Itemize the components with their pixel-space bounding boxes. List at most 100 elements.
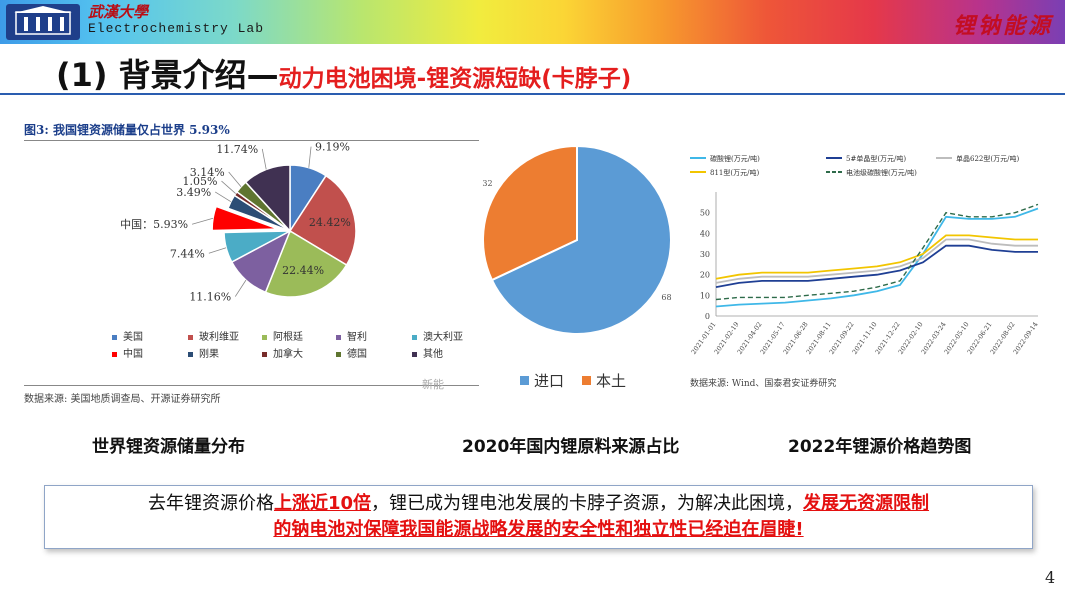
figure3-bottom-rule <box>24 385 479 386</box>
legend-item-5: 中国 <box>112 345 143 360</box>
legend-label-6: 刚果 <box>199 349 219 360</box>
import-legend-label-1: 本土 <box>596 372 626 390</box>
price-ytick-3: 30 <box>700 250 710 259</box>
legend-item-2: 阿根廷 <box>262 328 303 343</box>
conclusion-callout: 去年锂资源价格上涨近10倍，锂已成为锂电池发展的卡脖子资源，为解决此困境，发展无… <box>44 485 1033 549</box>
title-sub: 动力电池困境-锂资源短缺(卡脖子) <box>278 66 632 92</box>
pie-label-5: 中国：5.93% <box>120 218 188 231</box>
logo-en: Electrochemistry Lab <box>88 21 265 36</box>
price-trend-line-chart: 碳酸锂(万元/吨) 5#单晶型(万元/吨) 单晶622型(万元/吨) 811型(万元/… <box>690 154 1040 356</box>
import-legend-label-0: 进口 <box>534 372 564 390</box>
pie-leader-9 <box>261 148 267 170</box>
page-number: 4 <box>1045 568 1056 587</box>
legend-label-0: 美国 <box>123 332 143 343</box>
callout-text: 去年锂资源价格上涨近10倍，锂已成为锂电池发展的卡脖子资源，为解决此困境，发展无… <box>45 491 1032 543</box>
pie-label-2: 22.44% <box>282 264 324 277</box>
pie-slice-4 <box>223 230 291 264</box>
price-legend-label-3: 811型(万元/吨) <box>710 168 759 177</box>
import-slice-0 <box>490 144 672 335</box>
title-main: (1) 背景介绍— <box>56 56 279 94</box>
pie-label-6: 3.49% <box>176 186 211 199</box>
legend-swatch-2 <box>262 335 267 340</box>
pie-slice-2 <box>264 229 348 298</box>
callout-part1: 去年锂资源价格 <box>147 493 274 514</box>
legend-item-0: 美国 <box>112 328 143 343</box>
legend-label-1: 玻利维亚 <box>199 332 239 343</box>
import-label-1: 32 <box>482 179 492 188</box>
legend-item-6: 刚果 <box>188 345 219 360</box>
callout-highlight3: 的钠电池对保障我国能源战略发展的安全性和独立性已经迫在眉睫! <box>273 519 804 540</box>
pie-slice-1 <box>288 174 357 267</box>
legend-label-2: 阿根廷 <box>273 332 303 343</box>
pie-slice-9 <box>244 164 291 233</box>
pie-label-1: 24.42% <box>309 216 351 229</box>
legend-swatch-6 <box>188 352 193 357</box>
price-series-1 <box>715 244 1038 288</box>
legend-swatch-0 <box>112 335 117 340</box>
pie-label-0: 9.19% <box>315 141 350 154</box>
pie-leader-8 <box>228 171 242 188</box>
legend-item-4: 澳大利亚 <box>412 328 463 343</box>
legend-swatch-8 <box>336 352 341 357</box>
pie-label-4: 7.44% <box>170 247 205 260</box>
legend-label-8: 德国 <box>347 349 367 360</box>
pie-leader-7 <box>221 180 236 194</box>
logo-cn: 武漢大學 <box>88 3 149 21</box>
legend-item-3: 智利 <box>336 328 367 343</box>
price-ytick-4: 40 <box>700 229 710 238</box>
world-lithium-pie-chart: 9.19% 24.42% 22.44% 11.16% 7.44% 中国：5.93% 3.49… <box>120 141 357 304</box>
pie-slice-5 <box>211 205 279 232</box>
university-logo <box>6 4 80 40</box>
pie-label-9: 11.74% <box>216 143 258 156</box>
price-ytick-0: 0 <box>705 312 710 321</box>
legend-swatch-1 <box>188 335 193 340</box>
legend-label-7: 加拿大 <box>273 349 303 360</box>
price-legend-label-0: 碳酸锂(万元/吨) <box>710 154 760 163</box>
title-divider <box>0 93 1065 95</box>
legend-item-8: 德国 <box>336 345 367 360</box>
pie-leader-5 <box>191 217 214 225</box>
price-series-0 <box>715 207 1039 308</box>
legend-swatch-3 <box>336 335 341 340</box>
figure3-title: 图3: 我国锂资源储量仅占世界 5.93% <box>24 123 230 137</box>
pie-leader-4 <box>208 247 227 254</box>
pie-label-8: 3.14% <box>190 166 225 179</box>
price-ytick-1: 10 <box>700 291 710 300</box>
brand-title: 锂钠能源 <box>952 13 1053 39</box>
callout-highlight1: 上涨近10倍 <box>273 493 372 514</box>
import-legend-swatch-1 <box>582 376 591 385</box>
import-slice-1 <box>482 144 578 282</box>
pie-leader-6 <box>214 191 232 203</box>
price-legend-label-1: 5#单晶型(万元/吨) <box>846 154 906 163</box>
callout-highlight2: 发展无资源限制 <box>803 493 930 514</box>
pie-label-7: 1.05% <box>183 175 218 188</box>
price-ytick-5: 50 <box>700 209 710 218</box>
figure3-source: 数据来源: 美国地质调查局、开源证券研究所 <box>24 394 221 405</box>
legend-label-9: 其他 <box>423 349 443 360</box>
legend-item-9: 其他 <box>412 345 443 360</box>
price-legend-label-2: 单晶622型(万元/吨) <box>956 154 1019 163</box>
legend-item-1: 玻利维亚 <box>188 328 239 343</box>
callout-part2: ，锂已成为锂电池发展的卡脖子资源，为解决此困境， <box>371 493 804 514</box>
page-title: (1) 背景介绍—动力电池困境-锂资源短缺(卡脖子) <box>56 50 631 96</box>
pie-leader-3 <box>234 279 247 297</box>
legend-swatch-5 <box>112 352 117 357</box>
import-label-0: 68 <box>661 293 671 302</box>
legend-swatch-7 <box>262 352 267 357</box>
legend-swatch-9 <box>412 352 417 357</box>
legend-label-4: 澳大利亚 <box>423 332 463 343</box>
legend-item-7: 加拿大 <box>262 345 303 360</box>
price-series-3 <box>715 234 1038 280</box>
price-ytick-2: 20 <box>700 271 710 280</box>
price-series-4 <box>715 203 1039 301</box>
legend-label-3: 智利 <box>347 332 367 343</box>
header-bar <box>0 0 1065 44</box>
legend-swatch-4 <box>412 335 417 340</box>
pie-leader-0 <box>308 146 312 168</box>
lab-name: 武漢大學 Electrochemistry Lab <box>88 3 265 37</box>
price-source: 数据来源: Wind、国泰君安证券研究 <box>690 379 837 389</box>
building-icon <box>14 6 72 35</box>
caption-import-share: 2020年国内锂原料来源占比 <box>462 437 680 457</box>
legend-label-5: 中国 <box>123 349 143 360</box>
pie-label-3: 11.16% <box>189 291 231 304</box>
